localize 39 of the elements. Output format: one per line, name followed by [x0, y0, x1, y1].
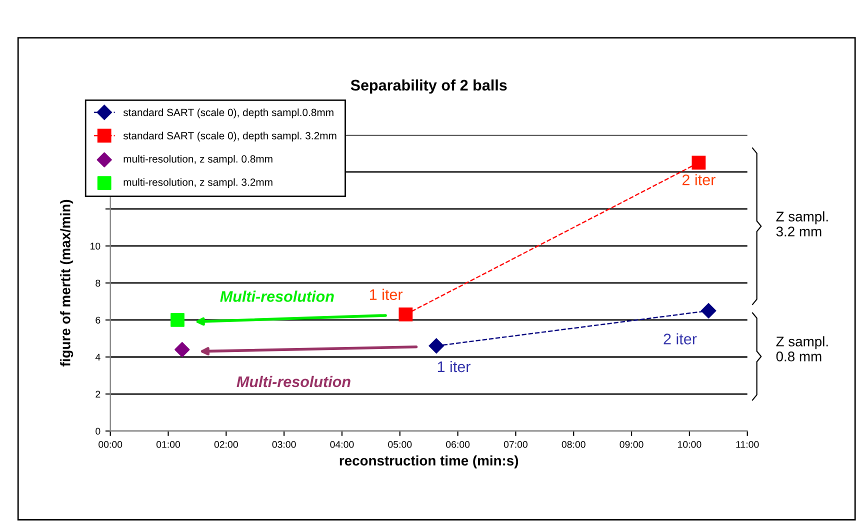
point [692, 156, 706, 170]
x-tick-label: 07:00 [504, 441, 528, 448]
annotation: Multi-resolution [236, 376, 350, 388]
x-tick-label: 11:00 [736, 441, 759, 448]
point [398, 307, 413, 322]
text: Z sampl. 0.8 mm [776, 336, 828, 362]
x-tick-label: 05:00 [388, 441, 412, 448]
annotation: 2 iter [682, 174, 716, 186]
x-tick-label: 10:00 [678, 441, 702, 448]
chart-title: Separability of 2 balls [350, 79, 507, 94]
x-tick-label: 03:00 [272, 441, 296, 448]
annotation: 2 iter [664, 333, 697, 344]
y-tick-label: 10 [90, 242, 100, 250]
annotation: 1 iter [438, 360, 470, 372]
point [170, 313, 184, 327]
x-tick-label: 06:00 [446, 441, 470, 448]
x-tick-label: 04:00 [330, 441, 354, 448]
x-tick-label: 01:00 [156, 441, 180, 448]
x-axis-title: reconstruction time (min:s) [340, 455, 518, 468]
annotation: 1 iter [370, 288, 403, 300]
x-tick-label: 09:00 [620, 441, 644, 448]
x-tick-label: 02:00 [214, 441, 238, 448]
legend-label: standard SART (scale 0), depth sampl.0.8mm [123, 108, 334, 118]
legend-label: standard SART (scale 0), depth sampl. 3.2mm [123, 132, 336, 142]
y-tick-label: 2 [96, 390, 100, 398]
y-tick-label: 6 [96, 316, 100, 324]
point [700, 303, 716, 318]
annotation: Multi-resolution [220, 290, 334, 302]
x-tick-label: 00:00 [98, 441, 122, 448]
text: Z sampl. 3.2 mm [776, 211, 828, 236]
y-tick-label: 4 [95, 354, 100, 361]
legend-label: multi-resolution, z sampl. 0.8mm [124, 154, 272, 165]
y-tick-label: 8 [96, 280, 100, 287]
y-axis-title: figure of mertit (max/min) [60, 200, 74, 366]
point [428, 338, 444, 354]
y-tick-label: 0 [96, 428, 100, 435]
legend-label: multi-resolution, z sampl. 3.2mm [124, 178, 272, 188]
x-tick-label: 08:00 [562, 441, 586, 448]
point [174, 342, 190, 358]
